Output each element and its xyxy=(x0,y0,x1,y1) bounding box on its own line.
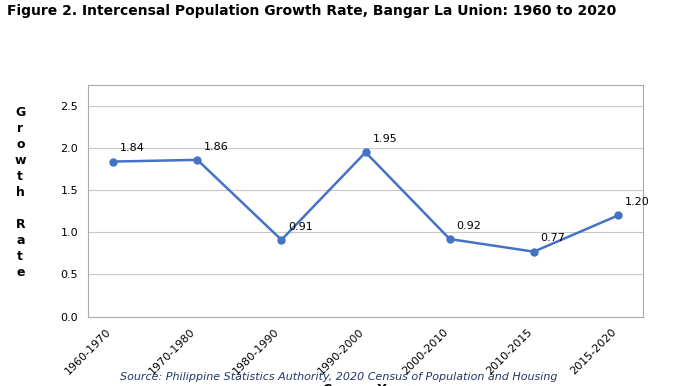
Text: 1.86: 1.86 xyxy=(204,142,229,152)
Text: 0.91: 0.91 xyxy=(288,222,313,232)
Text: 0.77: 0.77 xyxy=(541,234,565,243)
Text: 1.20: 1.20 xyxy=(625,197,650,207)
Text: 0.92: 0.92 xyxy=(457,221,481,231)
Text: 1.95: 1.95 xyxy=(372,134,397,144)
Text: G
r
o
w
t
h
 
R
a
t
e: G r o w t h R a t e xyxy=(15,107,26,279)
Text: 1.84: 1.84 xyxy=(121,143,145,153)
Text: Source: Philippine Statistics Authority, 2020 Census of Population and Housing: Source: Philippine Statistics Authority,… xyxy=(120,372,557,382)
X-axis label: Census Year: Census Year xyxy=(323,383,408,386)
Text: Figure 2. Intercensal Population Growth Rate, Bangar La Union: 1960 to 2020: Figure 2. Intercensal Population Growth … xyxy=(7,4,616,18)
